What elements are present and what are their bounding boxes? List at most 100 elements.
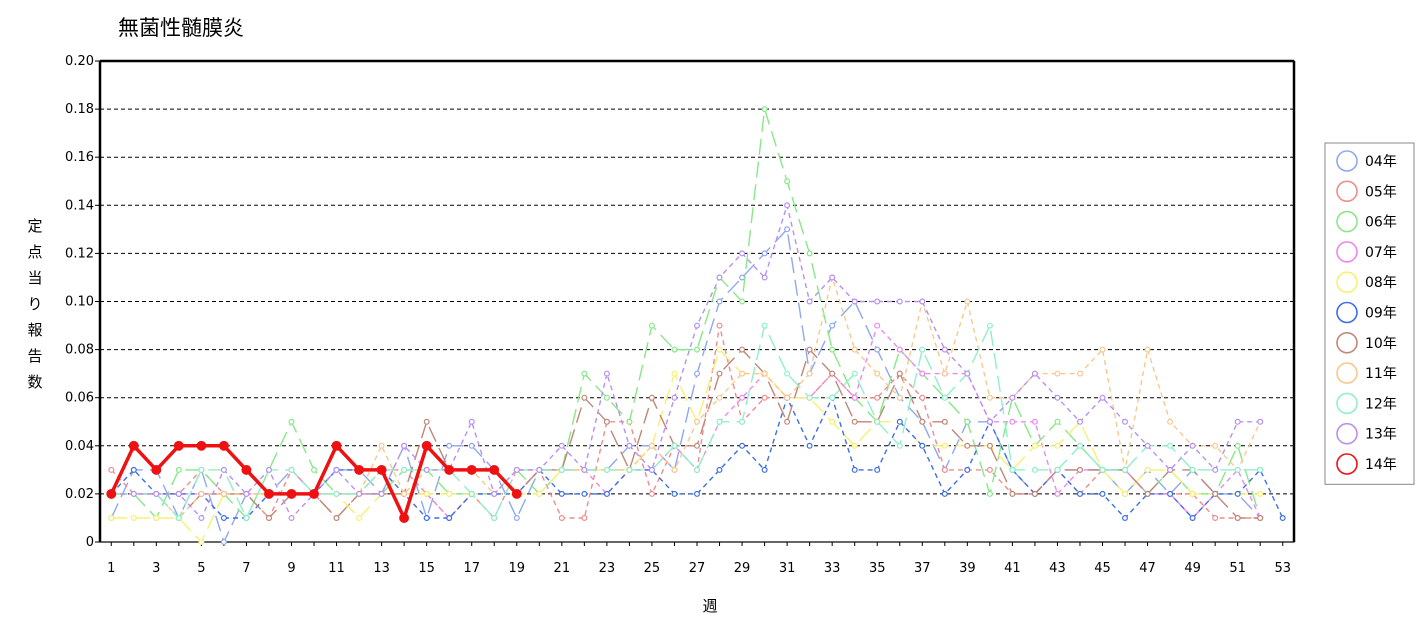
data-point — [491, 514, 498, 521]
data-point — [896, 370, 903, 377]
data-point — [716, 322, 723, 329]
x-tick-label: 41 — [1004, 561, 1021, 576]
y-tick-label: 0.14 — [65, 198, 94, 213]
legend-marker — [1336, 422, 1358, 445]
data-point — [964, 298, 971, 305]
data-point — [693, 442, 700, 449]
data-point — [851, 394, 858, 401]
series-line — [111, 324, 1261, 519]
legend-label: 05年 — [1365, 184, 1397, 200]
data-point — [220, 466, 227, 473]
data-point — [716, 346, 723, 353]
legend-label: 08年 — [1365, 275, 1397, 291]
data-point — [196, 440, 207, 451]
data-point — [896, 346, 903, 353]
data-point — [356, 514, 363, 521]
data-point — [626, 466, 633, 473]
data-point — [806, 442, 813, 449]
data-point — [1121, 418, 1128, 425]
data-point — [761, 106, 768, 113]
data-point — [1189, 490, 1196, 497]
legend-marker — [1336, 150, 1358, 172]
x-tick-label: 27 — [689, 561, 706, 576]
x-tick-label: 9 — [287, 561, 295, 576]
data-point — [1076, 466, 1083, 473]
legend-label: 10年 — [1365, 336, 1397, 352]
data-point — [806, 394, 813, 401]
data-point — [761, 394, 768, 401]
data-point — [333, 490, 340, 497]
data-point — [648, 322, 655, 329]
data-point — [536, 490, 543, 497]
data-point — [671, 394, 678, 401]
grid-lines — [100, 60, 1294, 495]
data-point — [1167, 490, 1174, 497]
data-point — [784, 370, 791, 377]
data-point — [1212, 466, 1219, 473]
data-point — [218, 440, 229, 451]
data-point — [1031, 490, 1038, 497]
data-point — [1279, 514, 1286, 521]
data-point — [468, 490, 475, 497]
data-point — [1167, 466, 1174, 473]
x-tick-label: 39 — [959, 561, 976, 576]
data-point — [739, 298, 746, 305]
data-point — [761, 466, 768, 473]
x-axis-title: 週 — [702, 597, 717, 615]
data-point — [1076, 442, 1083, 449]
legend-label: 06年 — [1365, 215, 1397, 231]
data-point — [693, 346, 700, 353]
data-point — [603, 418, 610, 425]
data-point — [153, 514, 160, 521]
data-point — [108, 466, 115, 473]
data-point — [423, 466, 430, 473]
data-point — [1009, 466, 1016, 473]
data-point — [626, 418, 633, 425]
y-tick-label: 0.16 — [65, 150, 94, 165]
x-tick-label: 29 — [734, 561, 751, 576]
data-point — [581, 490, 588, 497]
data-point — [829, 322, 836, 329]
data-point — [1167, 418, 1174, 425]
data-point — [941, 394, 948, 401]
data-point — [1099, 466, 1106, 473]
data-point — [558, 490, 565, 497]
legend-label: 12年 — [1365, 396, 1397, 412]
data-point — [376, 464, 387, 475]
legend-label: 13年 — [1365, 427, 1397, 443]
data-point — [220, 490, 227, 497]
series-lines — [106, 106, 1286, 545]
data-point — [130, 466, 137, 473]
data-point — [784, 178, 791, 185]
data-point — [806, 370, 813, 377]
y-tick-label: 0.10 — [65, 295, 94, 310]
data-point — [874, 370, 881, 377]
legend-marker — [1336, 392, 1358, 415]
data-point — [671, 370, 678, 377]
data-point — [1076, 370, 1083, 377]
series-line — [110, 397, 1284, 519]
series-line — [111, 108, 1261, 519]
data-point — [896, 442, 903, 449]
data-point — [919, 298, 926, 305]
data-point — [581, 370, 588, 377]
data-point — [716, 298, 723, 305]
data-point — [1234, 490, 1241, 497]
data-point — [266, 514, 273, 521]
data-point — [784, 394, 791, 401]
data-point — [513, 514, 520, 521]
x-tick-label: 37 — [914, 561, 931, 576]
data-point — [671, 466, 678, 473]
data-point — [423, 418, 430, 425]
data-point — [986, 394, 993, 401]
data-point — [919, 346, 926, 353]
data-point — [198, 514, 205, 521]
data-point — [716, 394, 723, 401]
data-point — [128, 440, 139, 451]
data-point — [1257, 418, 1264, 425]
legend-marker — [1336, 241, 1358, 263]
data-point — [1257, 490, 1264, 497]
data-point — [941, 466, 948, 473]
chart-title: 無菌性髄膜炎 — [118, 16, 244, 40]
